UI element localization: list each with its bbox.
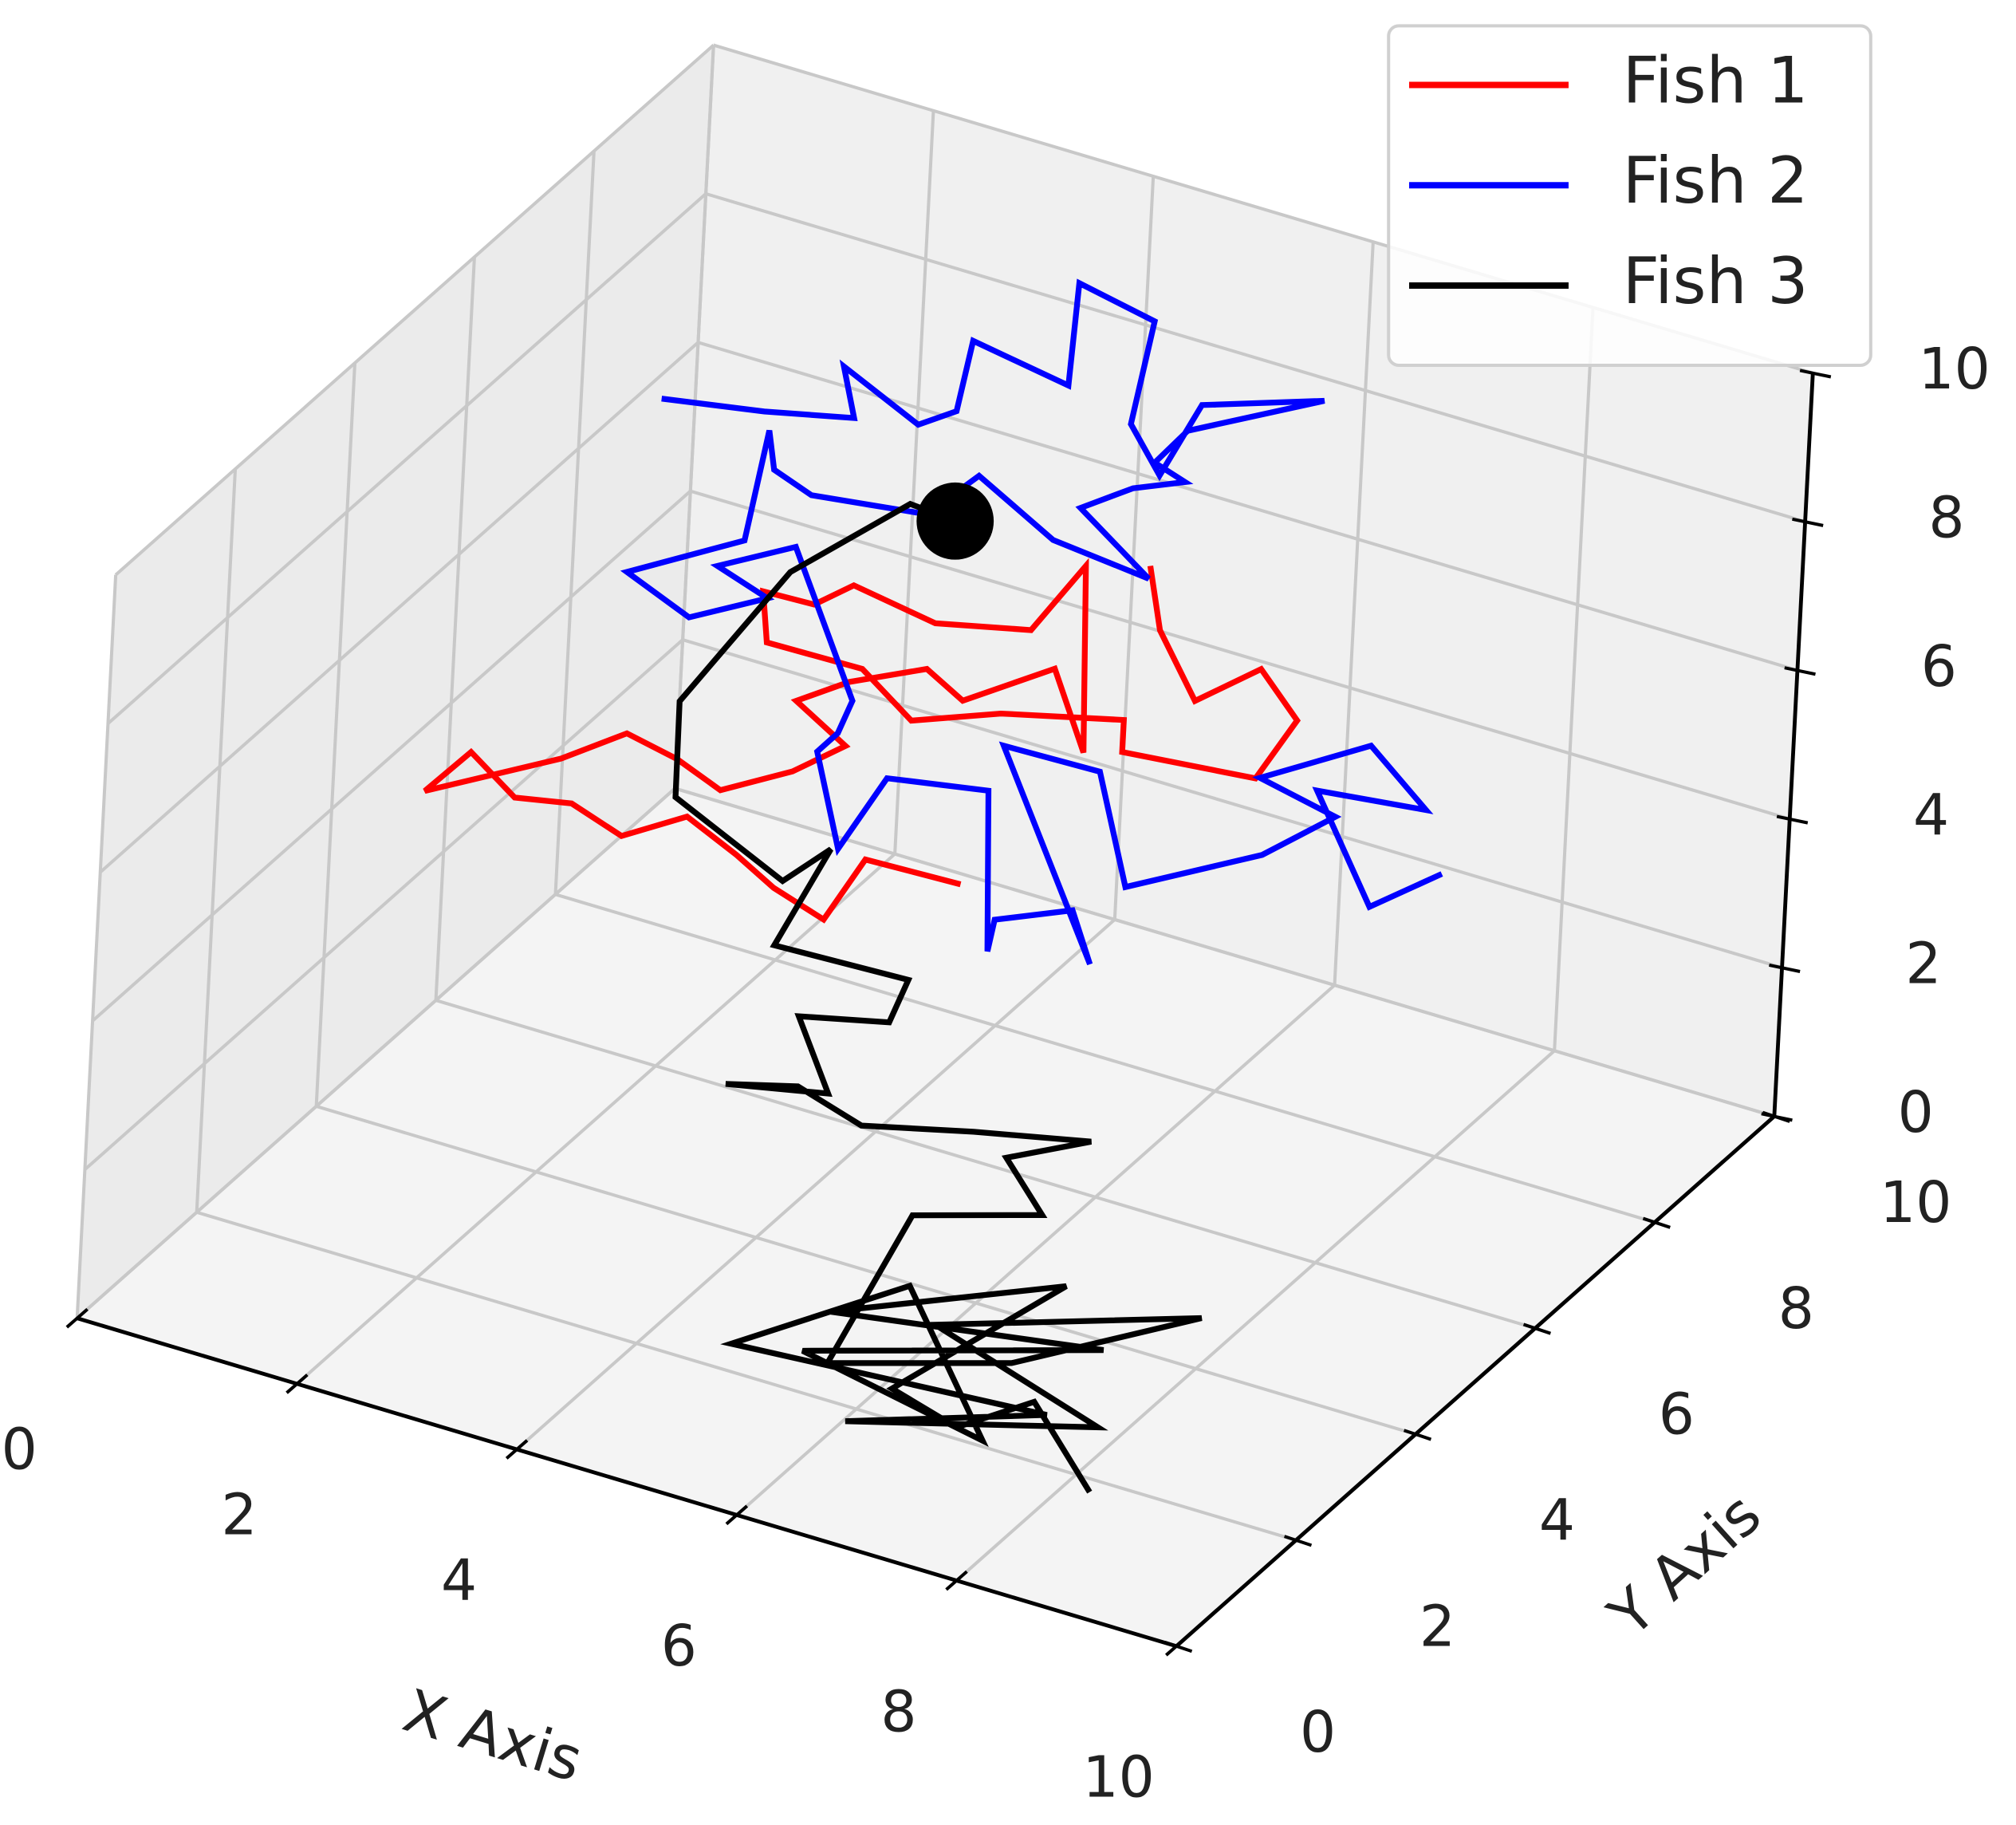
z-tick-label: 10 [1918,336,1990,402]
tick-mark [1784,666,1816,676]
x-tick-label: 4 [441,1547,477,1614]
legend-label: Fish 2 [1623,144,1809,219]
y-tick-label: 6 [1659,1382,1695,1448]
x-tick-label: 0 [2,1416,37,1482]
series-line [672,500,1203,1494]
series-line [423,558,1301,924]
grid-line [76,786,676,1320]
grid-line [554,893,1656,1224]
legend-label: Fish 3 [1623,244,1809,319]
grid-line [114,44,715,577]
series-line [620,278,1443,966]
grid-line [314,362,356,1107]
legend: Fish 1 Fish 2 Fish 3 [1387,24,1872,368]
grid-line [1553,307,1595,1051]
grid-line [107,192,707,725]
end-marker [916,482,994,560]
z-tick-label: 2 [1905,931,1941,997]
grid-line [674,786,1775,1118]
plot-area [423,278,1443,1494]
axis-line [77,1316,1177,1649]
z-tick-label: 0 [1898,1079,1934,1145]
y-tick-label: 4 [1539,1487,1575,1553]
grid-line [1112,175,1156,920]
tick-mark [1792,517,1824,527]
y-tick-label: 0 [1300,1699,1336,1765]
y-tick-label: 10 [1880,1169,1951,1236]
legend-label: Fish 1 [1623,43,1809,118]
tick-mark [1769,963,1801,973]
tick-mark [1776,814,1809,825]
grid-line [99,341,699,874]
grid-line [955,1049,1556,1583]
z-tick-label: 4 [1913,782,1949,848]
y-tick-label: 2 [1419,1593,1455,1659]
grid-line [195,468,238,1212]
grid-line [75,574,118,1318]
grid-line [316,1105,1416,1437]
x-tick-label: 6 [661,1613,697,1679]
grid-line [690,489,1790,821]
x-tick-label: 2 [221,1482,257,1548]
grid-line [682,638,1783,970]
axis-line [1175,1114,1776,1648]
grid-line [435,999,1536,1330]
z-tick-label: 6 [1921,633,1957,700]
y-axis-label: Y Axis [1596,1480,1774,1651]
axis-line [1772,372,1815,1117]
grid-line [553,151,596,895]
x-axis-label: X Axis [396,1677,589,1795]
grid-line [91,490,692,1023]
z-tick-label: 8 [1928,485,1964,551]
tick-mark [1761,1112,1793,1122]
y-tick-label: 8 [1778,1275,1814,1342]
grid-line [893,110,935,854]
grid-line [515,918,1116,1451]
grid-line [1333,242,1375,986]
grid-line [296,853,896,1386]
x-tick-label: 10 [1083,1744,1155,1811]
legend-box [1387,24,1872,368]
grid-line [705,191,1806,523]
x-tick-label: 8 [880,1678,916,1744]
grid-line [434,257,476,1001]
grid-line [84,638,684,1171]
grid-line [735,983,1336,1516]
grid-line [673,45,715,789]
tick-mark [1799,369,1832,379]
grid-line [196,1210,1297,1542]
